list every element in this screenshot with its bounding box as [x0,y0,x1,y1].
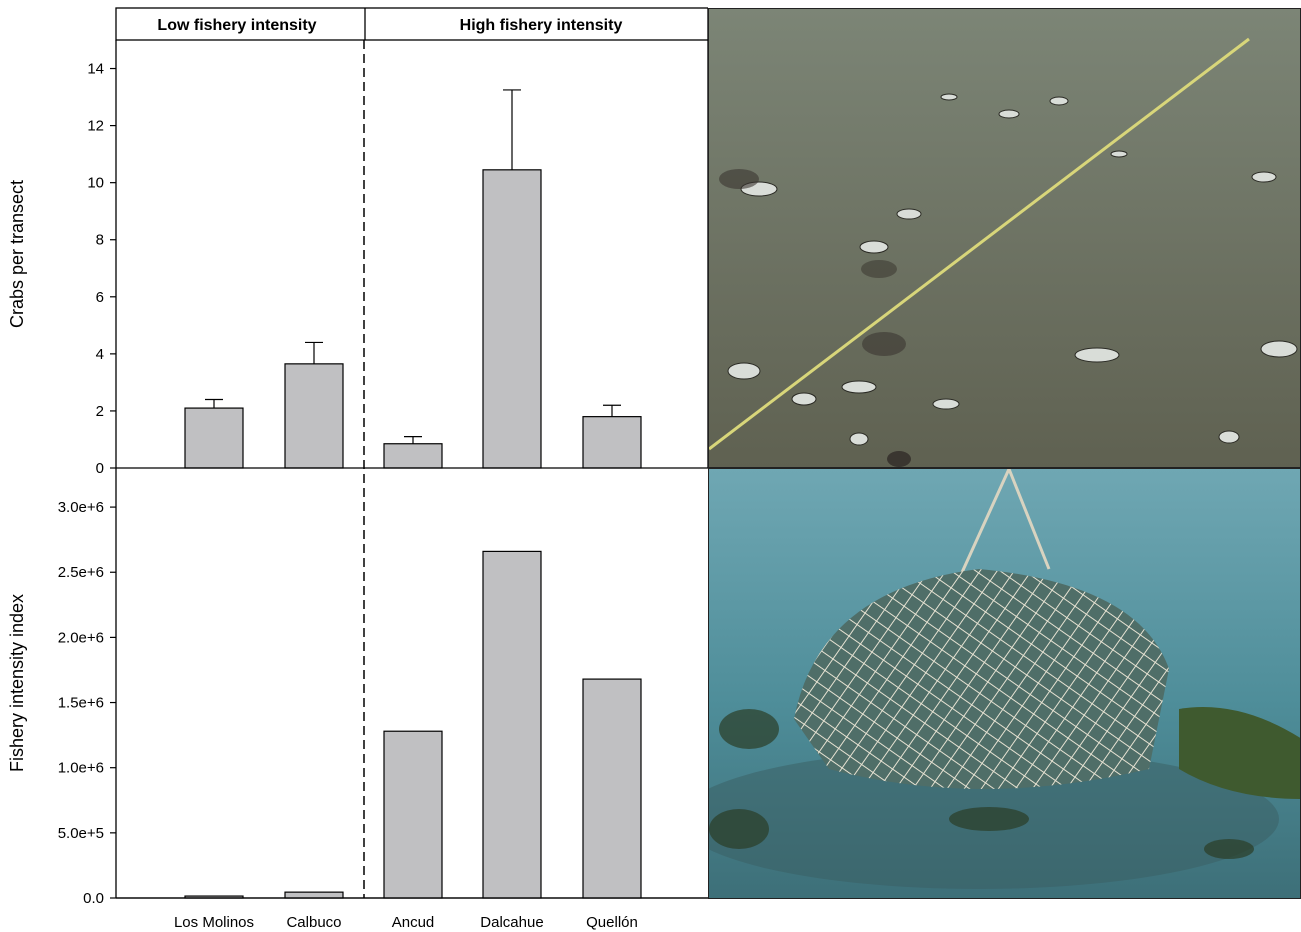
y-tick-label: 2.0e+6 [58,629,104,646]
bar-quellón [582,678,642,899]
bottom-panel: 0.0 5.0e+5 1.0e+6 1.5e+6 2.0e+6 2.5e+6 3.0e+6 [58,468,708,907]
y-tick-label: 4 [96,346,104,363]
bar-los-molinos [184,407,244,469]
y-tick-label: 14 [87,61,104,78]
bar-quellón [582,416,642,469]
y-tick-label: 0 [96,460,104,477]
y-tick-label: 0.0 [83,890,104,907]
bar-calbuco [284,891,344,899]
x-category-label: Los Molinos [174,914,254,931]
y-tick-label: 8 [96,232,104,249]
bar-ancud [383,443,443,469]
chart: Low fishery intensity High fishery inten… [7,7,708,931]
y-tick-label: 12 [87,118,104,135]
group-label-high: High fishery intensity [460,17,623,34]
y-tick-label: 5.0e+5 [58,825,104,842]
y-tick-label: 2 [96,403,104,420]
y-tick-label: 1.0e+6 [58,760,104,777]
top-y-axis-title: Crabs per transect [7,180,27,328]
x-category-label: Quellón [586,914,638,931]
group-header-box [115,7,708,41]
top-panel: 0 2 4 6 8 10 12 14 [87,40,708,477]
y-tick-label: 6 [96,289,104,306]
x-category-label: Dalcahue [480,914,543,931]
y-tick-label: 10 [87,175,104,192]
y-tick-label: 2.5e+6 [58,564,104,581]
bar-dalcahue [482,169,542,469]
x-category-label: Calbuco [286,914,341,931]
x-category-label: Ancud [392,914,435,931]
transect-photo [708,8,1301,468]
group-label-low: Low fishery intensity [157,17,316,34]
bar-ancud [383,730,443,899]
y-tick-label: 1.5e+6 [58,695,104,712]
x-axis-labels: Los Molinos Calbuco Ancud Dalcahue Quellón [174,914,638,931]
crab-trap-photo [708,468,1301,899]
bar-calbuco [284,363,344,469]
bottom-y-axis-title: Fishery intensity index [7,594,27,772]
y-tick-label: 3.0e+6 [58,499,104,516]
bar-dalcahue [482,550,542,899]
